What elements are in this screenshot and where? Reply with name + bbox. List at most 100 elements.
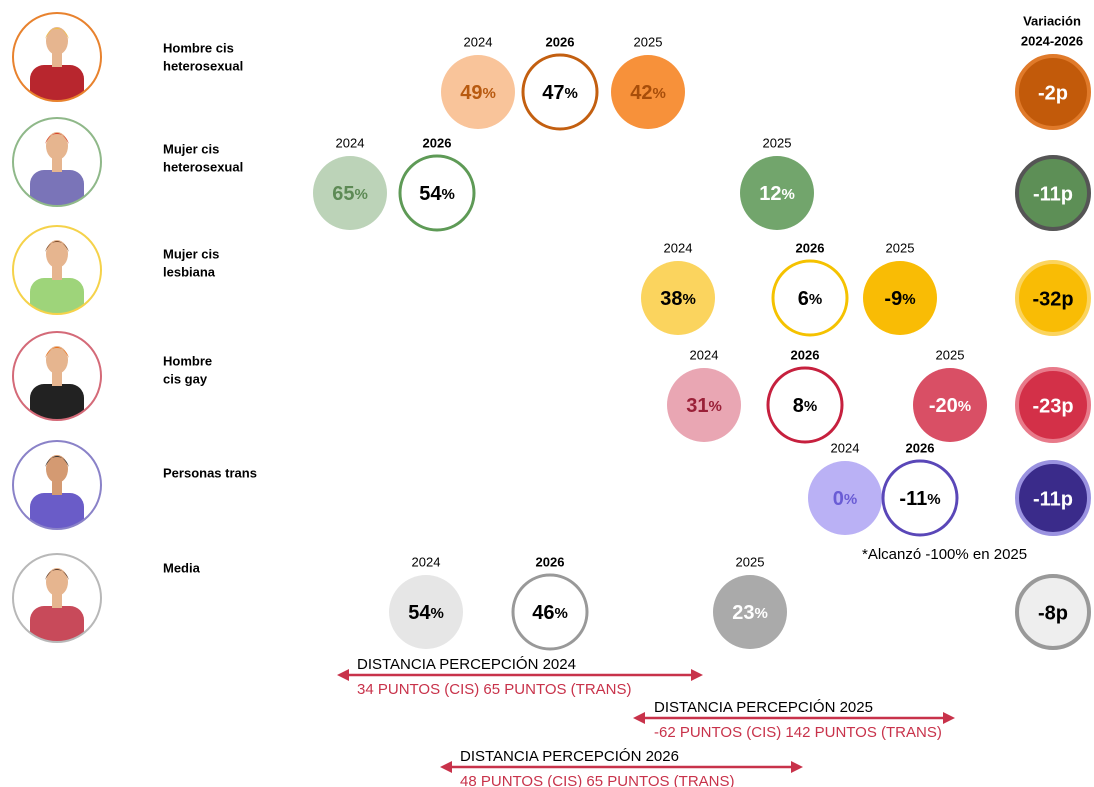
unit: % [708,398,721,415]
variation-circle [1015,574,1091,650]
year-label: 2024 [412,554,441,569]
value-circle [389,575,463,649]
value: -11 [899,488,927,510]
unit: % [754,605,767,622]
value-label: -20% [929,395,971,417]
value: 38 [660,288,682,310]
avatar-ring [12,553,102,643]
value-circle [863,261,937,335]
value-label: 47% [542,82,578,104]
avatar-hair [45,133,69,144]
value-label: 54% [408,602,444,624]
arrow-head [337,669,349,681]
avatar-neck [52,370,62,386]
unit: % [430,605,443,622]
unit: % [781,186,794,203]
avatar [30,455,84,529]
row-label: heterosexual [163,58,243,73]
row-label: Hombre [163,353,212,368]
variation-circle [1015,460,1091,536]
unit: % [441,186,454,203]
distance-title: DISTANCIA PERCEPCIÓN 2024 [357,656,576,673]
year-label: 2026 [796,240,825,255]
value-label: 0% [833,488,857,510]
avatar-body [30,384,84,420]
value: 54 [408,602,431,624]
avatar-neck [52,264,62,280]
header: 2024-2026 [1021,33,1083,48]
arrow-head [440,761,452,773]
header: Variación [1023,13,1081,28]
year-label: 2026 [536,554,565,569]
value: -9 [884,288,902,310]
year-label: 2026 [423,135,452,150]
year-label: 2024 [664,240,693,255]
value-label: -11% [899,488,940,510]
value: 49 [460,82,482,104]
value: 12 [759,183,781,205]
year-label: 2025 [936,347,965,362]
avatar [30,27,84,101]
value: 42 [630,82,652,104]
arrow-head [691,669,703,681]
avatar-body [30,170,84,206]
avatar-body [30,278,84,314]
avatar [30,240,84,314]
row-label: heterosexual [163,159,243,174]
value-circle [913,368,987,442]
avatar-ring [12,225,102,315]
value: 46 [532,602,554,624]
value-label: 31% [686,395,722,417]
row-label: Mujer cis [163,246,219,261]
value: 0 [833,488,844,510]
year-label: 2024 [690,347,719,362]
avatar-ring [12,117,102,207]
row-label: Personas trans [163,465,257,480]
value-circle [667,368,741,442]
value-circle [641,261,715,335]
avatar-body [30,606,84,642]
value-label: 65% [332,183,368,205]
unit: % [554,605,567,622]
avatar-hair [45,241,69,252]
value: 54 [419,183,442,205]
arrow-head [943,712,955,724]
variation-label: -2p [1038,82,1068,104]
value: 6 [798,288,809,310]
avatar-head [46,240,68,268]
row-label: Media [163,560,201,575]
distance-detail: 48 PUNTOS (CIS) 65 PUNTOS (TRANS) [460,773,735,787]
value: 8 [793,395,804,417]
value-label: 42% [630,82,666,104]
avatar-head [46,568,68,596]
value-label: 49% [460,82,496,104]
variation-circle [1015,54,1091,130]
avatar-ring [12,331,102,421]
year-label: 2024 [336,135,365,150]
value-circle [398,154,476,232]
year-label: 2024 [464,34,493,49]
unit: % [682,291,695,308]
value-label: 8% [793,395,817,417]
unit: % [927,491,940,508]
year-label: 2026 [906,440,935,455]
unit: % [809,291,822,308]
avatar-body [30,65,84,101]
unit: % [844,491,857,508]
value-circle [740,156,814,230]
variation-label: -11p [1033,488,1073,510]
value: 65 [332,183,354,205]
value-label: 46% [532,602,568,624]
year-label: 2025 [763,135,792,150]
value-circle [521,53,599,131]
value-circle [808,461,882,535]
variation-circle [1015,155,1091,231]
variation-circle [1015,260,1091,336]
avatar-ring [12,12,102,102]
value-circle [766,366,844,444]
row-label: lesbiana [163,264,216,279]
row-label: Mujer cis [163,141,219,156]
avatar-head [46,455,68,483]
distance-title: DISTANCIA PERCEPCIÓN 2025 [654,699,873,716]
